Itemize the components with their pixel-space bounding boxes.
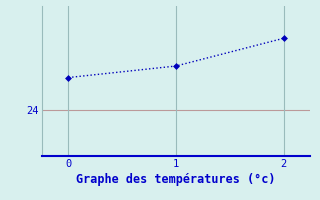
X-axis label: Graphe des températures (°c): Graphe des températures (°c): [76, 173, 276, 186]
